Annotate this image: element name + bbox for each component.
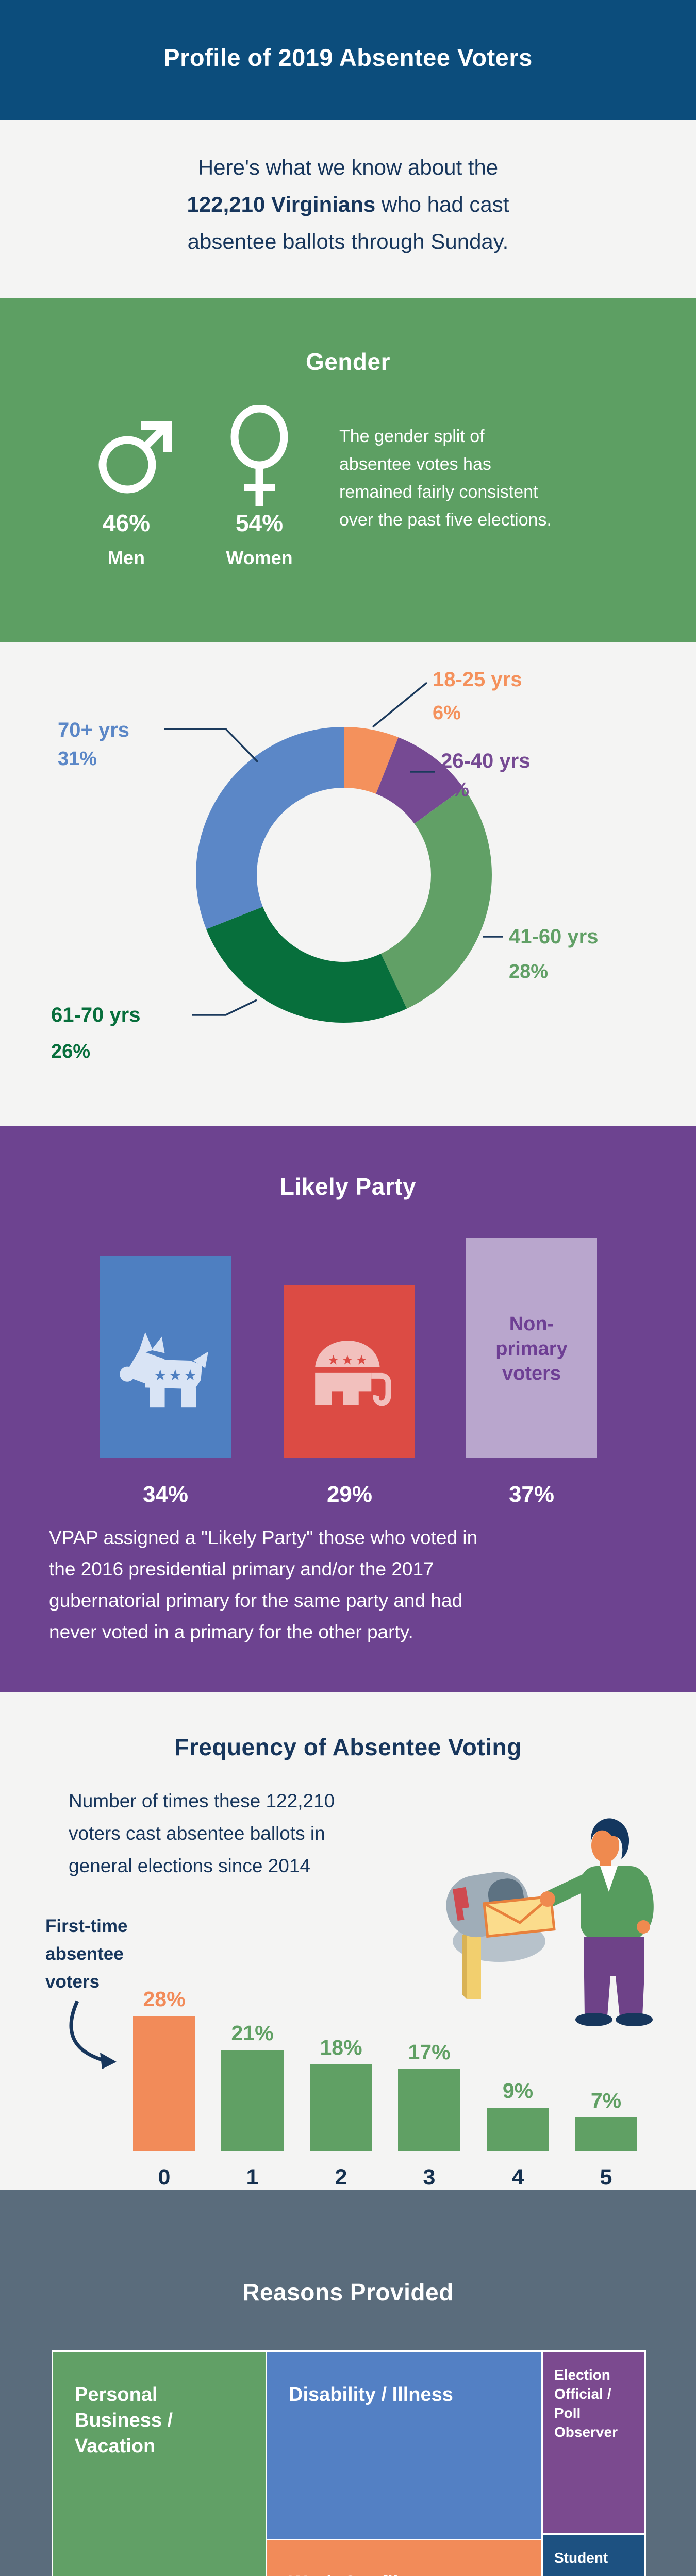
nonprimary-bar-label: Non-primary voters [495, 1313, 568, 1384]
treemap-student: Student [543, 2535, 644, 2576]
frequency-x-tick-1: 1 [246, 2165, 259, 2190]
page-title: Profile of 2019 Absentee Voters [163, 44, 533, 71]
frequency-bar-value-0: 28% [143, 1987, 186, 2011]
frequency-bar-2 [310, 2064, 372, 2151]
frequency-x-tick-0: 0 [158, 2165, 171, 2190]
treemap-personal-business: Personal Business / Vacation [53, 2352, 266, 2576]
frequency-bar-value-2: 18% [320, 2036, 362, 2059]
first-time-annotation: First-time absentee voters [45, 1916, 128, 1992]
gender-section: Gender 46% Men 54% Women The gender spli… [0, 298, 696, 642]
frequency-bar-value-5: 7% [590, 2089, 622, 2112]
nonprimary-bar: Non-primary voters [466, 1238, 597, 1458]
frequency-bar-3 [398, 2069, 460, 2151]
male-icon [98, 421, 172, 494]
frequency-bar-4 [487, 2108, 549, 2151]
democratic-percent: 34% [142, 1482, 189, 1507]
likely-party-title: Likely Party [279, 1173, 417, 1200]
reasons-section: Reasons Provided Personal Business / Vac… [0, 2190, 696, 2576]
age-donut-segment-6170yrs [196, 727, 492, 1023]
republican-percent: 29% [326, 1482, 373, 1507]
svg-text:★: ★ [356, 1353, 368, 1368]
frequency-bar-1 [221, 2050, 284, 2151]
frequency-x-tick-3: 3 [423, 2165, 436, 2190]
female-icon [230, 405, 288, 506]
likely-party-section: Likely Party ★ ★ ★ [0, 1126, 696, 1692]
svg-text:★: ★ [154, 1366, 167, 1384]
intro-line-3: absentee ballots through Sunday. [187, 229, 509, 253]
likely-party-note: VPAP assigned a "Likely Party" those who… [49, 1527, 478, 1642]
men-percent: 46% [102, 510, 151, 536]
age-label-70plus: 70+ yrs [58, 719, 130, 741]
democrat-donkey-icon: ★ ★ ★ [120, 1332, 208, 1408]
age-label-61-70: 61-70 yrs [51, 1004, 141, 1026]
age-label-41-60: 41-60 yrs [509, 925, 599, 948]
treemap-work-conflict: Work Conflict [267, 2540, 541, 2576]
age-pct-26-40: 9% [441, 779, 469, 801]
intro-line-2: 122,210 Virginians who had cast [0, 192, 696, 217]
gender-title: Gender [305, 348, 391, 375]
frequency-section: Frequency of Absentee Voting Number of t… [0, 1692, 696, 2190]
reasons-treemap: Personal Business / Vacation Disability … [52, 2350, 646, 2576]
age-label-26-40: 26-40 yrs [441, 750, 531, 772]
frequency-bar-0 [133, 2016, 195, 2151]
age-section: Age 18-25 yrs 6% 26-40 yrs 9% 41-60 yrs … [0, 642, 696, 1533]
women-percent: 54% [235, 510, 284, 536]
gender-note: The gender split of absentee votes has r… [339, 427, 552, 530]
frequency-x-tick-5: 5 [600, 2165, 612, 2190]
frequency-x-tick-4: 4 [511, 2165, 524, 2190]
age-pct-61-70: 26% [51, 1041, 91, 1062]
frequency-x-tick-2: 2 [335, 2165, 347, 2190]
age-pct-70plus: 31% [58, 748, 97, 770]
men-label: Men [108, 547, 145, 568]
treemap-disability-illness: Disability / Illness [267, 2352, 541, 2539]
svg-text:★: ★ [169, 1366, 182, 1384]
women-label: Women [226, 547, 293, 568]
age-label-18-25: 18-25 yrs [433, 668, 522, 691]
intro-line-1: Here's what we know about the [197, 155, 499, 179]
age-donut-segment-4160yrs [196, 727, 492, 1023]
frequency-subtitle: Number of times these 122,210 voters cas… [69, 1790, 335, 1876]
age-leader-lines [164, 682, 503, 1016]
age-donut-chart [196, 727, 492, 1023]
republican-bar: ★ ★ ★ [284, 1285, 415, 1458]
svg-text:★: ★ [184, 1366, 197, 1384]
reasons-title: Reasons Provided [242, 2279, 454, 2306]
frequency-bar-5 [575, 2117, 637, 2151]
age-pct-41-60: 28% [509, 961, 549, 982]
svg-text:★: ★ [327, 1353, 339, 1368]
frequency-bar-value-1: 21% [231, 2021, 274, 2045]
svg-text:★: ★ [341, 1353, 353, 1368]
intro-line-2-rest: who had cast [375, 192, 509, 216]
first-time-arrow [69, 2000, 117, 2069]
frequency-bar-value-4: 9% [502, 2079, 534, 2103]
nonprimary-percent: 37% [508, 1482, 555, 1507]
frequency-bar-value-3: 17% [408, 2040, 451, 2064]
republican-elephant-icon: ★ ★ ★ [315, 1341, 391, 1406]
intro-bold-count: 122,210 Virginians [187, 192, 376, 216]
age-donut-segment-70+yrs [196, 727, 492, 1023]
democratic-bar: ★ ★ ★ [100, 1256, 231, 1458]
treemap-election-official: Election Official / Poll Observer [543, 2352, 644, 2533]
age-pct-18-25: 6% [433, 702, 461, 724]
reasons-leader-lines [0, 2190, 696, 2576]
header-band: Profile of 2019 Absentee Voters [0, 0, 696, 120]
frequency-title: Frequency of Absentee Voting [174, 1734, 522, 1760]
mailbox-person-illustration [446, 1818, 654, 2026]
intro-section: Here's what we know about the 122,210 Vi… [0, 120, 696, 298]
